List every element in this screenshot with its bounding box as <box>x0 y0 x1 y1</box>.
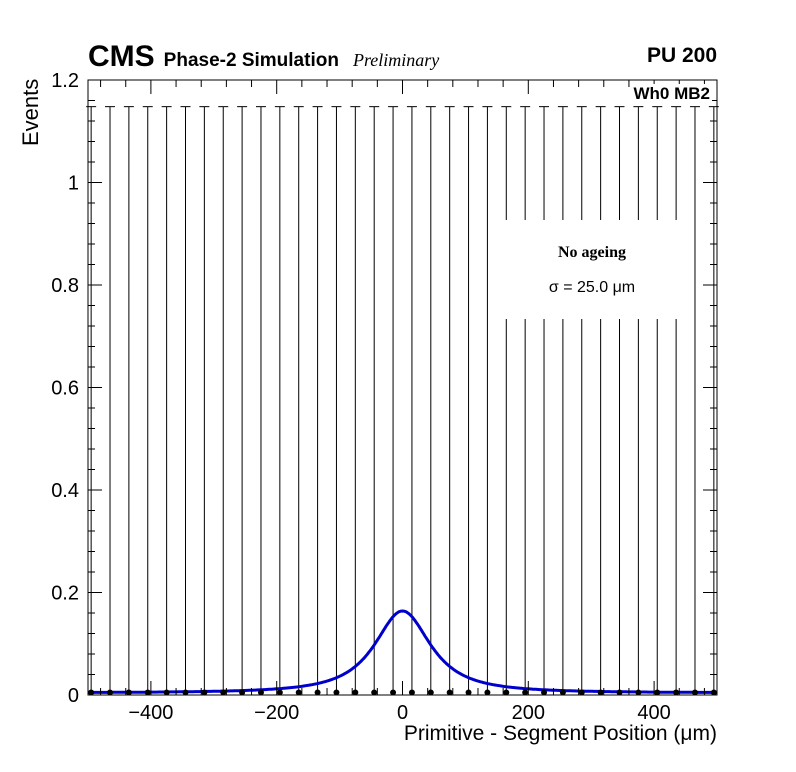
data-marker <box>276 689 283 696</box>
data-marker <box>314 689 321 696</box>
data-marker <box>522 689 529 696</box>
data-marker <box>541 689 548 696</box>
data-marker <box>654 689 661 696</box>
data-marker <box>125 689 132 696</box>
x-tick-label: −400 <box>128 702 173 724</box>
data-marker <box>201 689 208 696</box>
error-bars <box>86 106 719 695</box>
plot-header: CMS Phase-2 Simulation Preliminary <box>88 40 439 74</box>
data-marker <box>333 689 340 696</box>
axis-ticks <box>88 79 717 696</box>
data-marker <box>107 689 114 696</box>
data-marker <box>691 689 698 696</box>
data-marker <box>182 689 189 696</box>
y-tick-label: 1.2 <box>51 70 79 92</box>
data-marker <box>559 689 566 696</box>
data-marker <box>710 689 717 696</box>
data-marker <box>257 689 264 696</box>
data-marker <box>484 689 491 696</box>
y-tick-label: 0.4 <box>51 480 79 502</box>
plot-frame <box>87 79 718 696</box>
data-marker <box>465 689 472 696</box>
legend-sigma-label: σ = 25.0 μm <box>548 279 636 296</box>
data-marker <box>673 689 680 696</box>
data-marker <box>220 689 227 696</box>
y-tick-label: 0 <box>68 685 79 707</box>
preliminary-label: Preliminary <box>352 50 440 70</box>
x-tick-label: 400 <box>637 702 670 724</box>
data-marker <box>88 689 95 696</box>
legend-ageing-label: No ageing <box>558 244 626 261</box>
region-label: Wh0 MB2 <box>631 84 712 104</box>
y-tick-label: 0.2 <box>51 583 79 605</box>
data-marker <box>408 689 415 696</box>
data-marker <box>427 689 434 696</box>
data-marker <box>616 689 623 696</box>
data-marker <box>446 689 453 696</box>
x-tick-label: 0 <box>397 702 408 724</box>
data-marker <box>352 689 359 696</box>
data-markers <box>88 689 717 696</box>
y-tick-label: 0.8 <box>51 275 79 297</box>
y-tick-label: 0.6 <box>51 378 79 400</box>
pileup-label: PU 200 <box>646 44 717 67</box>
data-marker <box>390 689 397 696</box>
data-marker <box>578 689 585 696</box>
data-marker <box>371 689 378 696</box>
data-marker <box>503 689 510 696</box>
data-marker <box>144 689 151 696</box>
fit-curve <box>87 609 718 694</box>
x-tick-label: 200 <box>512 702 545 724</box>
legend-box: No ageing σ = 25.0 μm <box>497 220 687 319</box>
x-tick-label: −200 <box>254 702 299 724</box>
data-marker <box>163 689 170 696</box>
data-marker <box>239 689 246 696</box>
simulation-label: Phase-2 Simulation <box>163 50 339 71</box>
data-marker <box>597 689 604 696</box>
data-marker <box>295 689 302 696</box>
y-tick-label: 1 <box>68 173 79 195</box>
y-axis-title: Events <box>18 78 43 146</box>
experiment-label: CMS <box>88 40 155 73</box>
data-marker <box>635 689 642 696</box>
x-axis-title: Primitive - Segment Position (μm) <box>403 722 717 745</box>
